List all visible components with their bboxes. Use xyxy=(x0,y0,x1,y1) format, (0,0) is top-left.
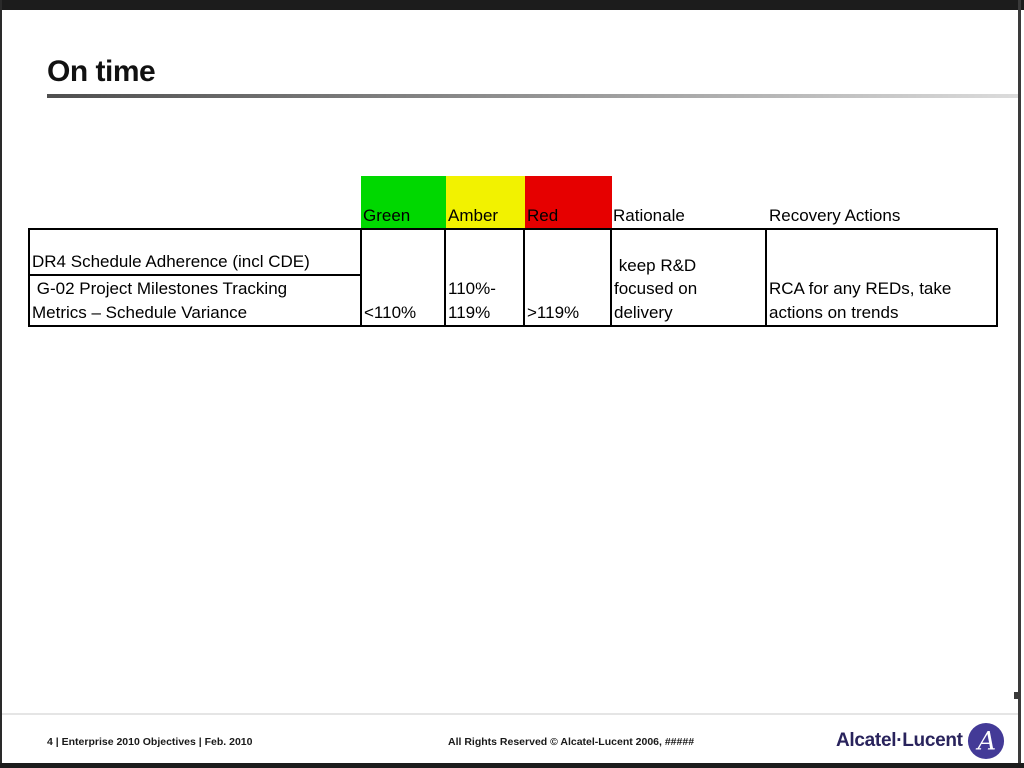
cell-metric-primary: DR4 Schedule Adherence (incl CDE) xyxy=(30,230,360,276)
title-underline xyxy=(47,94,1018,98)
page-title: On time xyxy=(47,55,156,88)
column-header-green: Green xyxy=(363,206,411,225)
svg-text:A: A xyxy=(975,727,996,757)
metrics-table: DR4 Schedule Adherence (incl CDE) G-02 P… xyxy=(28,228,998,327)
alcatel-lucent-wordmark: Alcatel·Lucent xyxy=(836,730,963,751)
legend-box-amber xyxy=(446,176,525,228)
slide-right-edge xyxy=(1018,0,1021,768)
slide-left-edge xyxy=(0,0,2,768)
cell-rationale: keep R&D focused on delivery xyxy=(612,230,767,325)
column-header-recovery-actions: Recovery Actions xyxy=(769,206,901,225)
legend-box-green xyxy=(361,176,446,228)
footer-page-info: 4 | Enterprise 2010 Objectives | Feb. 20… xyxy=(47,736,253,748)
footer-copyright: All Rights Reserved © Alcatel-Lucent 200… xyxy=(448,736,695,748)
cell-green-threshold: <110% xyxy=(362,230,446,325)
footer-divider xyxy=(2,713,1018,715)
cell-metric-secondary: G-02 Project Milestones Tracking Metrics… xyxy=(32,279,288,322)
cell-amber-threshold: 110%- 119% xyxy=(446,230,525,325)
cell-metric-name: DR4 Schedule Adherence (incl CDE) G-02 P… xyxy=(30,230,362,325)
slide-bottom-bar xyxy=(0,763,1024,768)
slide-top-bar xyxy=(0,0,1024,10)
cell-recovery-actions: RCA for any REDs, take actions on trends xyxy=(769,279,952,322)
column-header-red: Red xyxy=(527,206,559,225)
column-header-rationale: Rationale xyxy=(613,206,685,225)
alcatel-lucent-logo: Alcatel·Lucent A xyxy=(836,722,1005,760)
alcatel-lucent-logo-icon: A xyxy=(967,722,1004,760)
column-header-amber: Amber xyxy=(448,206,499,225)
edge-artifact xyxy=(1014,692,1019,699)
legend-box-red xyxy=(525,176,612,228)
cell-red-threshold: >119% xyxy=(525,230,612,325)
